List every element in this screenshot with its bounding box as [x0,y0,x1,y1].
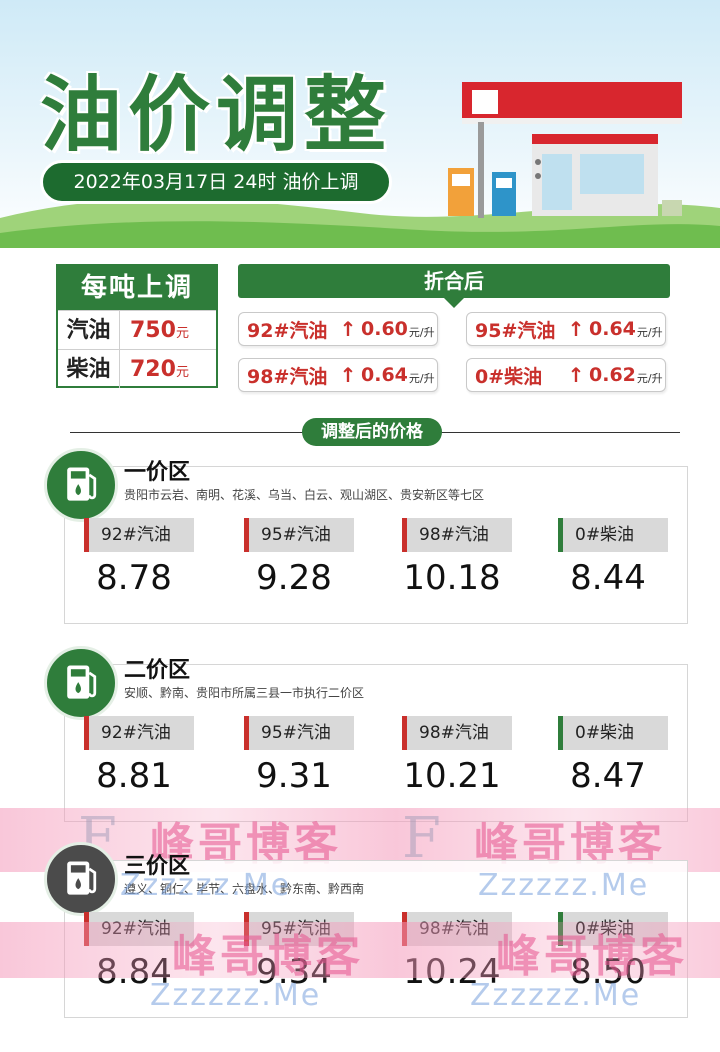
zone-title: 一价区 [124,460,191,485]
fuel-name: 0#柴油 [558,518,668,552]
watermark-band [0,922,720,978]
converted-item-95: 95#汽油 ↑ 0.64 元/升 [466,312,666,346]
converted-fuel-name: 98#汽油 [247,365,328,388]
fuel-98: 98#汽油 10.18 [402,518,512,598]
converted-unit: 元/升 [636,372,663,385]
fuel-95: 95#汽油 9.31 [244,716,354,796]
converted-section: 折合后 92#汽油 ↑ 0.60 元/升 95#汽油 ↑ 0.64 元/升 98… [238,264,670,392]
arrow-up-icon: ↑ [339,317,357,341]
watermark-subtext: Zzzzzz.Me [478,868,650,903]
arrow-up-icon: ↑ [567,363,585,387]
fuel-price: 8.81 [96,756,172,796]
fuel-name: 95#汽油 [244,518,354,552]
zone-1: 一价区 贵阳市云岩、南明、花溪、乌当、白云、观山湖区、贵安新区等七区 92#汽油… [44,448,688,628]
watermark-text: 峰哥博客 [172,931,364,982]
fuel-price: 10.21 [403,756,501,796]
fuel-price: 8.44 [570,558,646,598]
zone-title: 三价区 [124,854,191,879]
converted-fuel-name: 95#汽油 [475,319,556,342]
fuel-98: 98#汽油 10.21 [402,716,512,796]
converted-title: 折合后 [238,264,670,308]
gas-station-icon [448,82,682,218]
zone-2: 二价区 安顺、黔南、贵阳市所属三县一市执行二价区 92#汽油 8.81 95#汽… [44,646,688,826]
fuel-price: 8.78 [96,558,172,598]
watermark-text: 峰哥博客 [496,931,688,982]
fuel-name: 95#汽油 [244,716,354,750]
zone-areas: 贵阳市云岩、南明、花溪、乌当、白云、观山湖区、贵安新区等七区 [124,488,485,502]
converted-unit: 元/升 [408,326,435,339]
per-ton-value: 720元 [130,357,189,382]
fuel-0: 0#柴油 8.44 [558,518,668,598]
converted-value: 0.64 [361,364,408,386]
fuel-pump-icon [44,448,118,522]
header-banner: 油价调整 2022年03月17日 24时 油价上调 [0,0,720,248]
fuel-pump-icon [44,842,118,916]
converted-unit: 元/升 [408,372,435,385]
converted-item-0: 0#柴油 ↑ 0.62 元/升 [466,358,666,392]
per-ton-name: 柴油 [58,350,120,388]
watermark-subtext: Zzzzzz.Me [150,978,322,1013]
per-ton-name: 汽油 [58,311,120,349]
zone-title: 二价区 [124,658,191,683]
fuel-name: 92#汽油 [84,716,194,750]
watermark-subtext: Zzzzzz.Me [470,978,642,1013]
converted-fuel-name: 92#汽油 [247,319,328,342]
fuel-price: 10.18 [403,558,501,598]
per-ton-box: 每吨上调 汽油 750元 柴油 720元 [56,264,218,388]
fuel-price: 9.28 [256,558,332,598]
adjusted-price-label: 调整后的价格 [302,418,442,446]
converted-fuel-name: 0#柴油 [475,365,543,388]
watermark-subtext: Zzzzzz.Me [120,868,292,903]
per-ton-row-gasoline: 汽油 750元 [58,310,216,349]
date-line: 2022年03月17日 24时 油价上调 [40,160,392,204]
fuel-92: 92#汽油 8.81 [84,716,194,796]
zone-areas: 遵义、铜仁、毕节、六盘水、黔东南、黔西南 [124,882,365,896]
converted-item-92: 92#汽油 ↑ 0.60 元/升 [238,312,438,346]
converted-unit: 元/升 [636,326,663,339]
zone-areas: 安顺、黔南、贵阳市所属三县一市执行二价区 [124,686,365,700]
fuel-92: 92#汽油 8.78 [84,518,194,598]
per-ton-row-diesel: 柴油 720元 [58,349,216,388]
converted-item-98: 98#汽油 ↑ 0.64 元/升 [238,358,438,392]
fuel-pump-icon [44,646,118,720]
fuel-name: 92#汽油 [84,518,194,552]
converted-value: 0.64 [589,318,636,340]
fuel-price: 8.47 [570,756,646,796]
fuel-name: 98#汽油 [402,518,512,552]
fuel-95: 95#汽油 9.28 [244,518,354,598]
fuel-name: 0#柴油 [558,716,668,750]
page-title: 油价调整 [40,68,393,163]
arrow-up-icon: ↑ [339,363,357,387]
converted-value: 0.62 [589,364,636,386]
fuel-0: 0#柴油 8.47 [558,716,668,796]
per-ton-value: 750元 [130,318,189,343]
fuel-price: 9.31 [256,756,332,796]
fuel-name: 98#汽油 [402,716,512,750]
per-ton-title: 每吨上调 [58,266,216,310]
arrow-up-icon: ↑ [567,317,585,341]
converted-value: 0.60 [361,318,408,340]
